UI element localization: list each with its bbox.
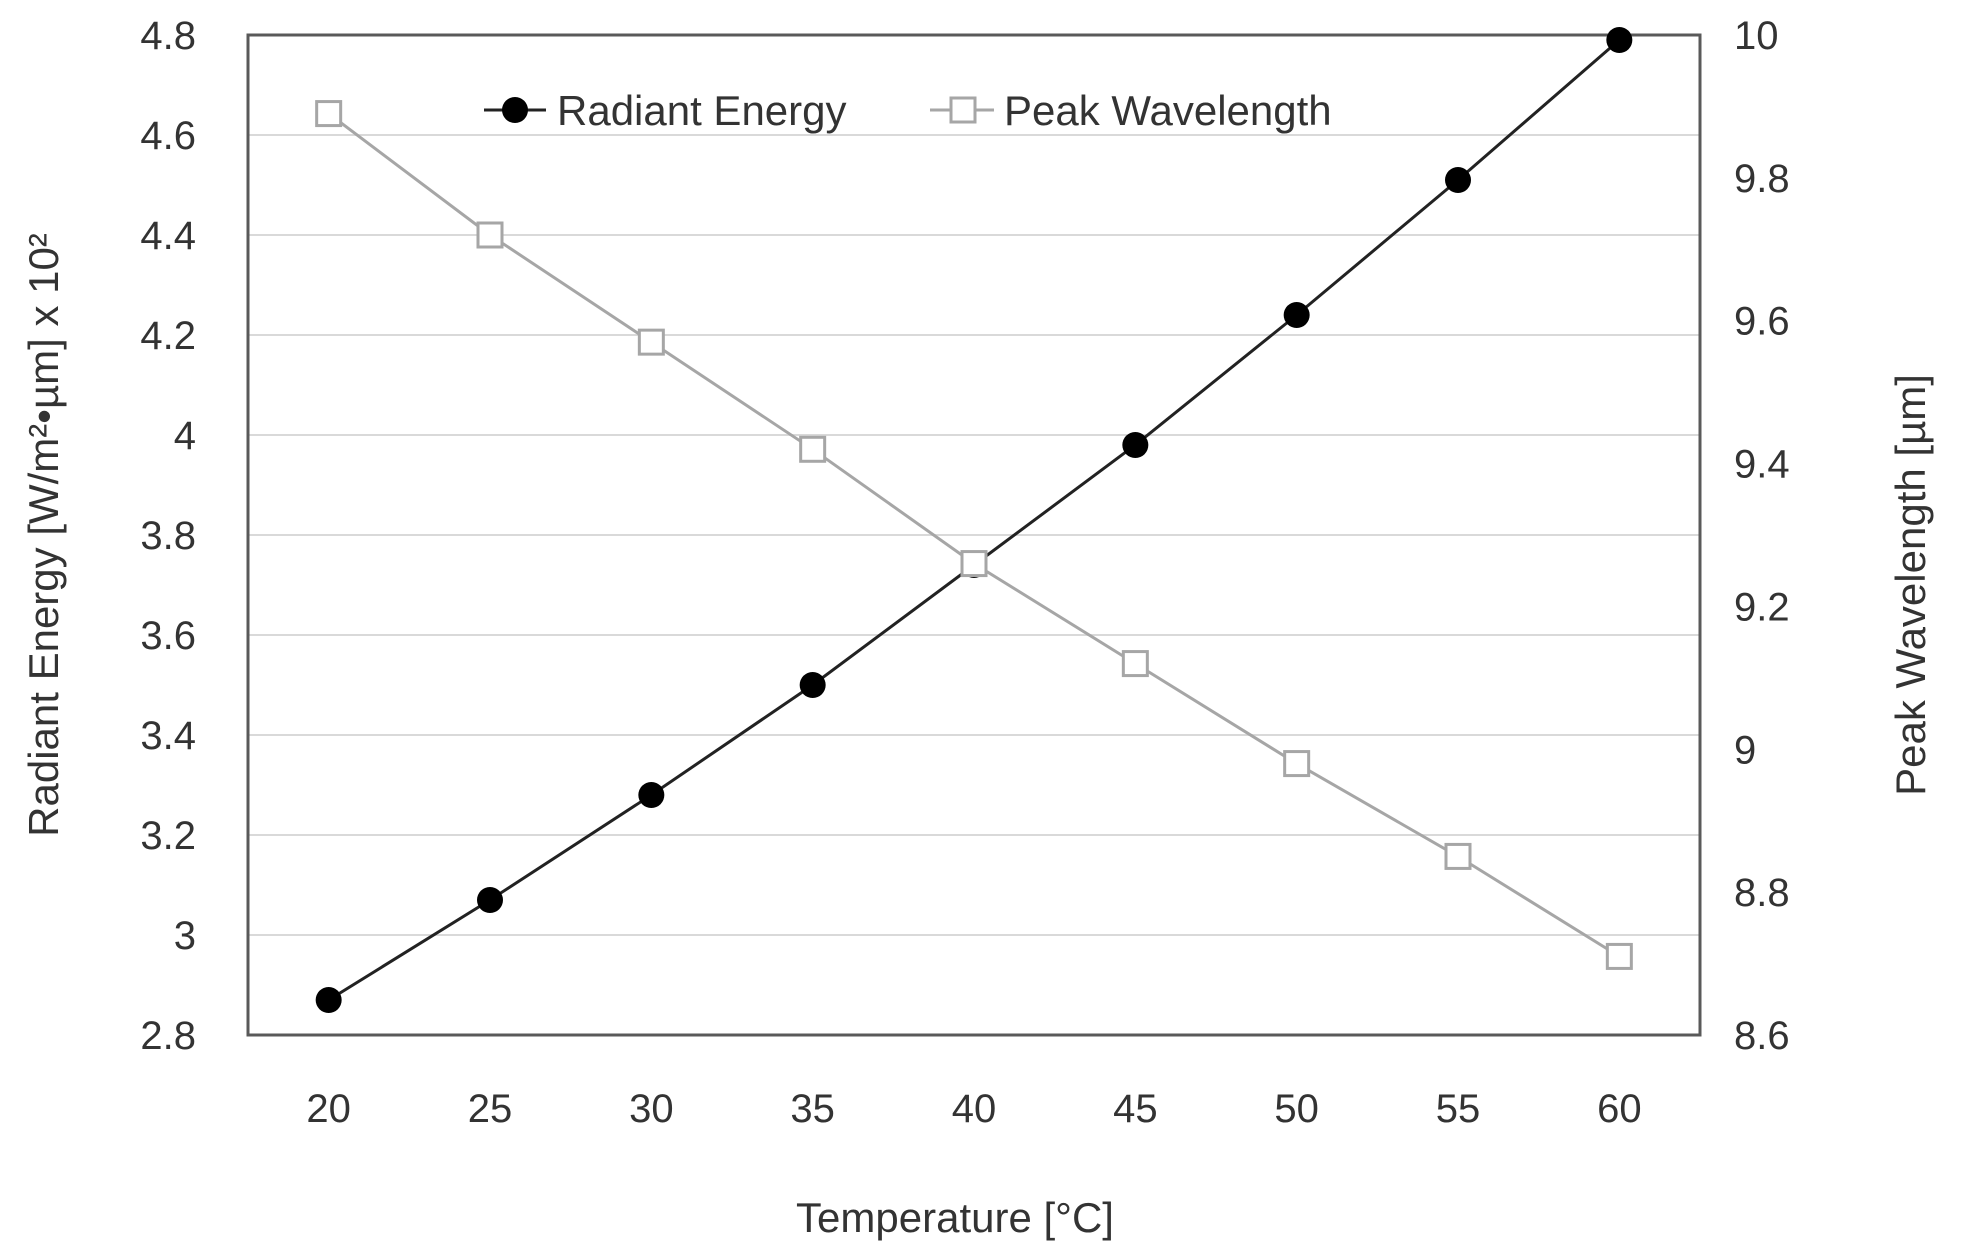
y2-tick-label: 9.6 <box>1734 300 1790 344</box>
y2-tick-label: 9.2 <box>1734 585 1790 629</box>
radiant-energy-point <box>799 672 826 698</box>
series-layer <box>315 27 1633 1013</box>
y-tick-label: 3.6 <box>140 614 196 658</box>
radiant-energy-point <box>1283 302 1310 328</box>
x-tick-label: 60 <box>1597 1087 1642 1131</box>
radiant-energy-point <box>1122 432 1149 458</box>
y-tick-label: 4.8 <box>140 14 196 58</box>
x-tick-label: 25 <box>468 1087 513 1131</box>
peak-wavelength-point <box>1283 750 1311 778</box>
radiant-energy-point <box>477 887 503 913</box>
x-tick-label: 55 <box>1436 1087 1481 1131</box>
radiant-energy-point <box>638 782 665 808</box>
y-tick-label: 3 <box>174 914 196 958</box>
y2-tick-label: 8.6 <box>1734 1014 1790 1058</box>
y2-axis-title: Peak Wavelength [µm] <box>1887 374 1934 796</box>
radiant-energy-point <box>1445 167 1471 193</box>
y-tick-label: 4.4 <box>140 214 196 258</box>
y2-tick-label: 9.8 <box>1734 157 1790 201</box>
gridlines <box>248 134 1700 936</box>
x-tick-label: 20 <box>306 1087 351 1131</box>
x-tick-label: 40 <box>952 1087 997 1131</box>
y2-tick-label: 9 <box>1734 728 1756 772</box>
legend-peak-wavelength-label: Peak Wavelength <box>1004 87 1332 134</box>
x-tick-label: 30 <box>629 1087 674 1131</box>
plot-area-border <box>246 33 1702 1037</box>
peak-wavelength-point <box>960 550 988 578</box>
y-tick-label: 4.6 <box>140 114 196 158</box>
y2-tick-label: 10 <box>1734 14 1779 58</box>
radiant-energy-point <box>315 987 342 1013</box>
peak-wavelength-point <box>1605 942 1633 970</box>
peak-wavelength-point <box>1121 650 1149 678</box>
peak-wavelength-point <box>476 221 504 249</box>
peak-wavelength-point <box>799 435 827 463</box>
y-axis-title: Radiant Energy [W/m²•µm] x 10² <box>20 233 67 837</box>
legend-peak-wavelength-marker <box>949 96 977 124</box>
y2-tick-label: 9.4 <box>1734 443 1790 487</box>
x-tick-label: 45 <box>1113 1087 1158 1131</box>
y-tick-label: 3.4 <box>140 714 196 758</box>
legend: Radiant Energy Peak Wavelength <box>484 87 1332 134</box>
x-axis-title: Temperature [°C] <box>796 1194 1114 1241</box>
y-tick-label: 3.8 <box>140 514 196 558</box>
y-tick-label: 2.8 <box>140 1014 196 1058</box>
peak-wavelength-point <box>315 100 343 128</box>
x-tick-label: 35 <box>790 1087 835 1131</box>
tick-labels: 2.8 3 3.2 3.4 3.6 3.8 4 4.2 4.4 4.6 4.8 8.6 8.8 9 9.2 9… <box>140 14 1789 1131</box>
legend-radiant-energy-marker <box>502 97 528 123</box>
legend-radiant-energy-label: Radiant Energy <box>557 87 847 134</box>
radiant-energy-point <box>1606 27 1633 53</box>
y2-tick-label: 8.8 <box>1734 871 1790 915</box>
y-tick-label: 4 <box>174 414 196 458</box>
peak-wavelength-point <box>637 328 665 356</box>
x-tick-label: 50 <box>1274 1087 1319 1131</box>
y-tick-label: 3.2 <box>140 814 196 858</box>
peak-wavelength-point <box>1444 842 1472 870</box>
y-tick-label: 4.2 <box>140 314 196 358</box>
